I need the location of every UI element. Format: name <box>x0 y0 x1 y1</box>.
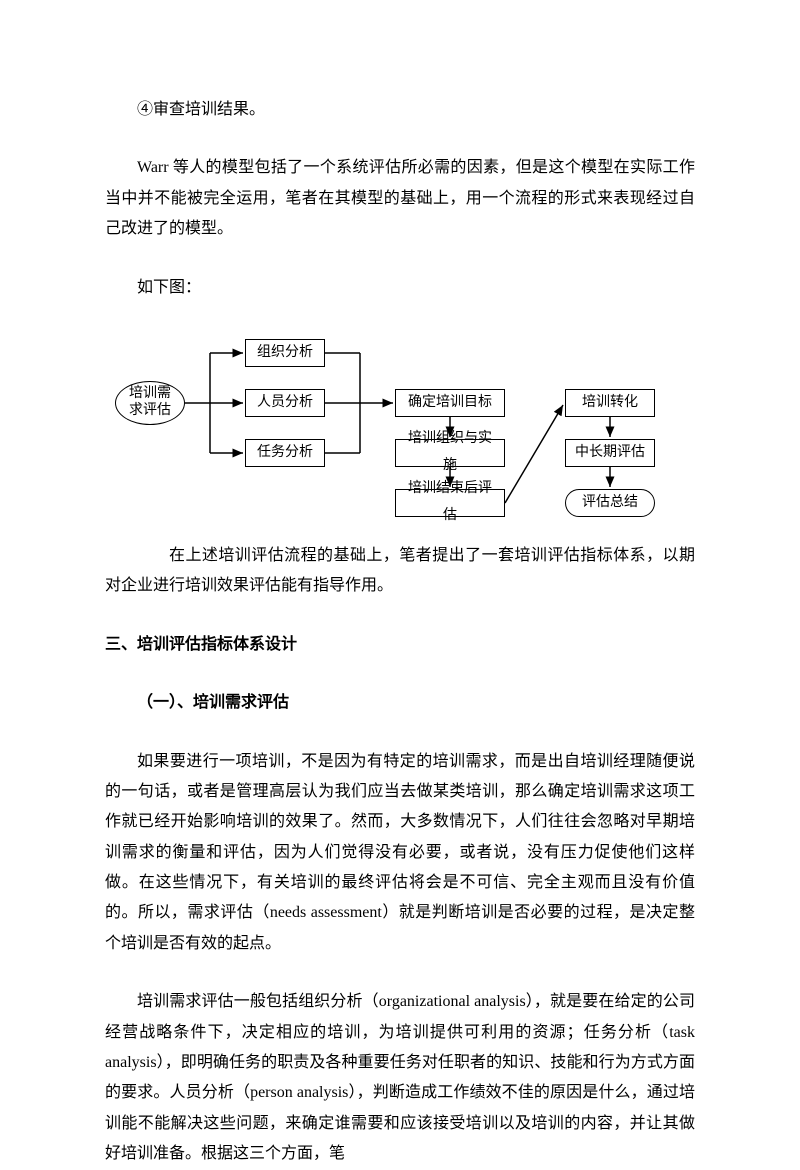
node-transfer: 培训转化 <box>565 389 655 417</box>
subheading-3-1: （一）、培训需求评估 <box>105 688 695 718</box>
node-post-eval: 培训结束后评估 <box>395 489 505 517</box>
node-task-analysis: 任务分析 <box>245 439 325 467</box>
node-person-analysis: 人员分析 <box>245 389 325 417</box>
node-longterm-eval: 中长期评估 <box>565 439 655 467</box>
flowchart-diagram: 培训需求评估 组织分析 人员分析 任务分析 确定培训目标 培训组织与实施 培训结… <box>115 331 685 531</box>
node-summary: 评估总结 <box>565 489 655 517</box>
paragraph-4: 在上述培训评估流程的基础上，笔者提出了一套培训评估指标体系，以期对企业进行培训效… <box>105 541 695 602</box>
paragraph-2: Warr 等人的模型包括了一个系统评估所必需的因素，但是这个模型在实际工作当中并… <box>105 153 695 244</box>
node-needs-assessment: 培训需求评估 <box>115 381 185 425</box>
paragraph-6: 培训需求评估一般包括组织分析（organizational analysis），… <box>105 987 695 1169</box>
heading-section-3: 三、培训评估指标体系设计 <box>105 630 695 660</box>
paragraph-3: 如下图： <box>105 273 695 303</box>
node-org-analysis: 组织分析 <box>245 339 325 367</box>
node-implement: 培训组织与实施 <box>395 439 505 467</box>
node-set-goals: 确定培训目标 <box>395 389 505 417</box>
paragraph-5: 如果要进行一项培训，不是因为有特定的培训需求，而是出自培训经理随便说的一句话，或… <box>105 747 695 960</box>
paragraph-1: ④审查培训结果。 <box>105 95 695 125</box>
